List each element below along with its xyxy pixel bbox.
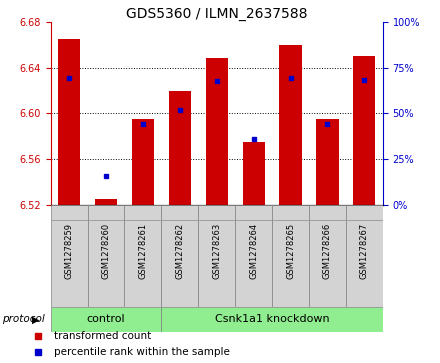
Bar bbox=[198, 220, 235, 307]
Bar bbox=[235, 220, 272, 307]
Bar bbox=[272, 205, 309, 220]
Text: GSM1278262: GSM1278262 bbox=[175, 223, 184, 279]
Text: GSM1278264: GSM1278264 bbox=[249, 223, 258, 279]
Bar bbox=[51, 220, 88, 307]
Text: GSM1278261: GSM1278261 bbox=[138, 223, 147, 279]
Bar bbox=[125, 205, 161, 220]
Bar bbox=[272, 220, 309, 307]
Bar bbox=[88, 205, 125, 220]
Bar bbox=[309, 205, 346, 220]
Text: GSM1278259: GSM1278259 bbox=[65, 223, 73, 279]
Bar bbox=[161, 220, 198, 307]
Bar bbox=[58, 39, 80, 205]
Text: ▶: ▶ bbox=[32, 314, 40, 325]
Text: transformed count: transformed count bbox=[54, 331, 151, 341]
Text: GSM1278265: GSM1278265 bbox=[286, 223, 295, 279]
Bar bbox=[353, 56, 375, 205]
Bar bbox=[309, 220, 346, 307]
Bar bbox=[51, 205, 88, 220]
Bar bbox=[346, 205, 383, 220]
Title: GDS5360 / ILMN_2637588: GDS5360 / ILMN_2637588 bbox=[126, 7, 308, 21]
Text: GSM1278266: GSM1278266 bbox=[323, 223, 332, 280]
Bar bbox=[161, 307, 383, 332]
Text: GSM1278267: GSM1278267 bbox=[360, 223, 369, 280]
Text: control: control bbox=[87, 314, 125, 325]
Text: GSM1278260: GSM1278260 bbox=[102, 223, 110, 279]
Bar bbox=[242, 142, 265, 205]
Bar bbox=[51, 307, 161, 332]
Bar bbox=[132, 119, 154, 205]
Bar bbox=[346, 220, 383, 307]
Text: percentile rank within the sample: percentile rank within the sample bbox=[54, 347, 230, 357]
Bar bbox=[125, 220, 161, 307]
Bar bbox=[161, 205, 198, 220]
Text: GSM1278263: GSM1278263 bbox=[212, 223, 221, 280]
Bar bbox=[169, 90, 191, 205]
Bar bbox=[235, 205, 272, 220]
Bar bbox=[95, 199, 117, 205]
Bar bbox=[198, 205, 235, 220]
Bar bbox=[316, 119, 338, 205]
Bar bbox=[88, 220, 125, 307]
Bar bbox=[205, 58, 228, 205]
Bar bbox=[279, 45, 301, 205]
Text: protocol: protocol bbox=[2, 314, 45, 325]
Text: Csnk1a1 knockdown: Csnk1a1 knockdown bbox=[215, 314, 330, 325]
